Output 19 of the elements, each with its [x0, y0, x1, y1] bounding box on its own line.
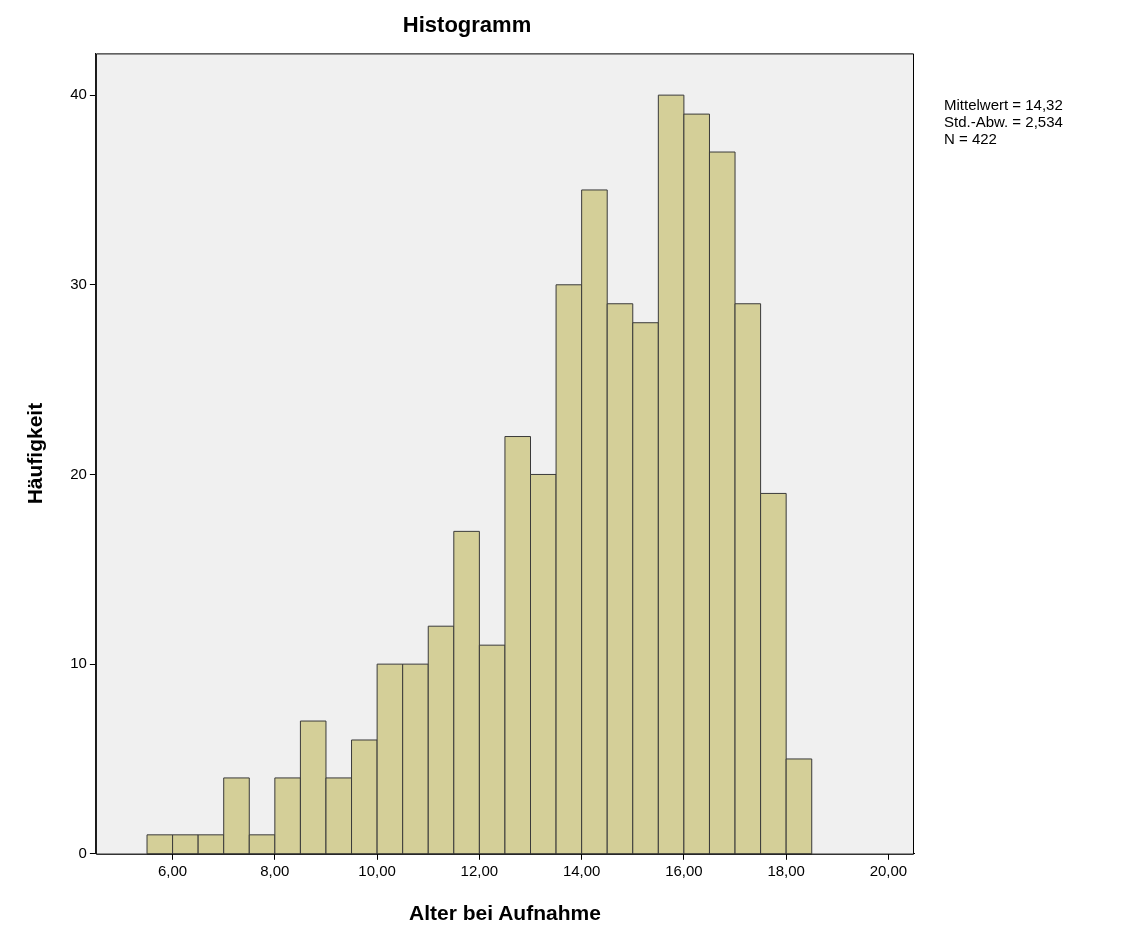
y-tick-label: 40: [70, 85, 87, 103]
x-axis-title: Alter bei Aufnahme: [409, 901, 601, 925]
x-tick-label: 6,00: [157, 861, 188, 879]
y-tick-label: 20: [70, 464, 87, 482]
x-tick-label: 14,00: [562, 861, 601, 879]
chart-title: Histogramm: [402, 12, 532, 38]
x-tick-label: 18,00: [767, 861, 805, 879]
x-tick-label: 8,00: [260, 861, 290, 879]
y-tick-label: 0: [78, 843, 87, 861]
y-tick-label: 30: [70, 274, 87, 292]
text: N = 422: [944, 130, 997, 148]
text: Std.-Abw. = 2,534: [944, 113, 1063, 131]
y-tick-label: 10: [70, 654, 87, 672]
text: Mittelwert = 14,32: [944, 96, 1063, 114]
x-tick-label: 10,00: [358, 861, 396, 879]
x-tick-label: 16,00: [665, 861, 703, 879]
x-tick-label: 12,00: [460, 861, 499, 879]
x-tick-label: 20,00: [869, 861, 908, 879]
y-axis-title: Häufigkeit: [23, 402, 47, 505]
